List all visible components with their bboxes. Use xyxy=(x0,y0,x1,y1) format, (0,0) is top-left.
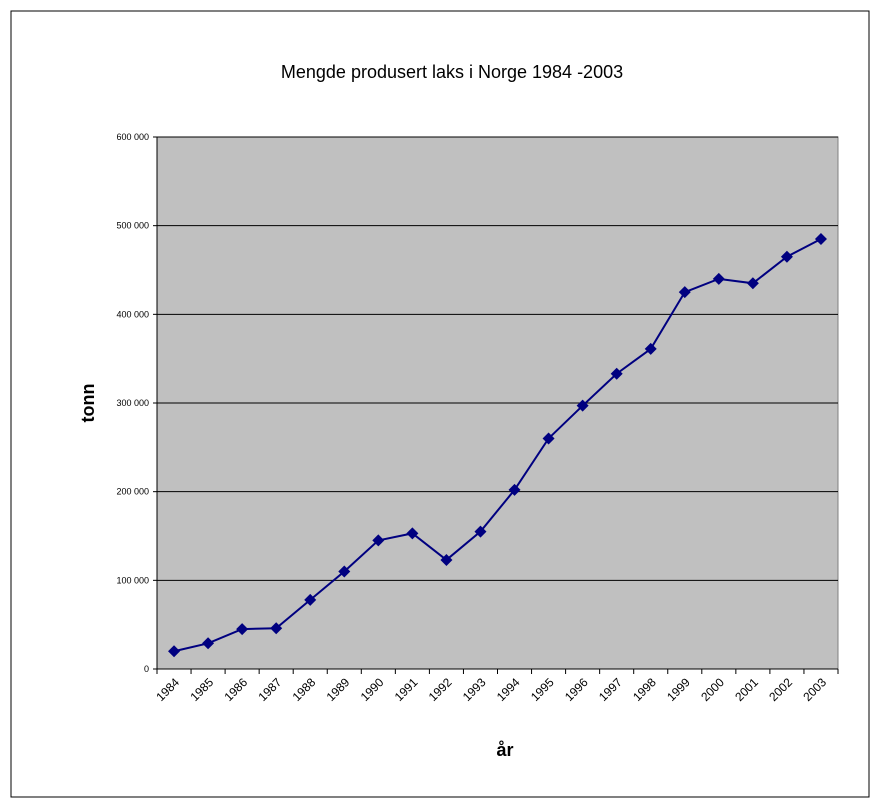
y-tick-label: 400 000 xyxy=(116,309,149,319)
point xyxy=(576,399,589,412)
y-tick-label: 300 000 xyxy=(116,398,149,408)
y-axis-label: tonn xyxy=(78,384,98,423)
y-tick-label: 0 xyxy=(144,664,149,674)
point xyxy=(712,272,725,285)
point xyxy=(542,432,555,445)
point xyxy=(406,527,419,540)
point xyxy=(644,342,657,355)
x-axis-label: år xyxy=(496,740,513,760)
point xyxy=(236,623,249,636)
point xyxy=(678,286,691,299)
y-tick-label: 100 000 xyxy=(116,575,149,585)
point xyxy=(746,277,759,290)
point xyxy=(474,525,487,538)
y-tick-label: 600 000 xyxy=(116,132,149,142)
y-tick-label: 500 000 xyxy=(116,221,149,231)
point xyxy=(338,565,351,578)
point xyxy=(780,250,793,263)
y-tick-label: 200 000 xyxy=(116,487,149,497)
point xyxy=(508,483,521,496)
point xyxy=(202,637,215,650)
point xyxy=(372,534,385,547)
chart-title: Mengde produsert laks i Norge 1984 -2003 xyxy=(281,62,623,82)
point xyxy=(610,367,623,380)
point xyxy=(270,622,283,635)
line xyxy=(173,238,822,653)
point xyxy=(168,645,181,658)
point xyxy=(304,593,317,606)
point xyxy=(440,553,453,566)
point xyxy=(814,232,827,245)
